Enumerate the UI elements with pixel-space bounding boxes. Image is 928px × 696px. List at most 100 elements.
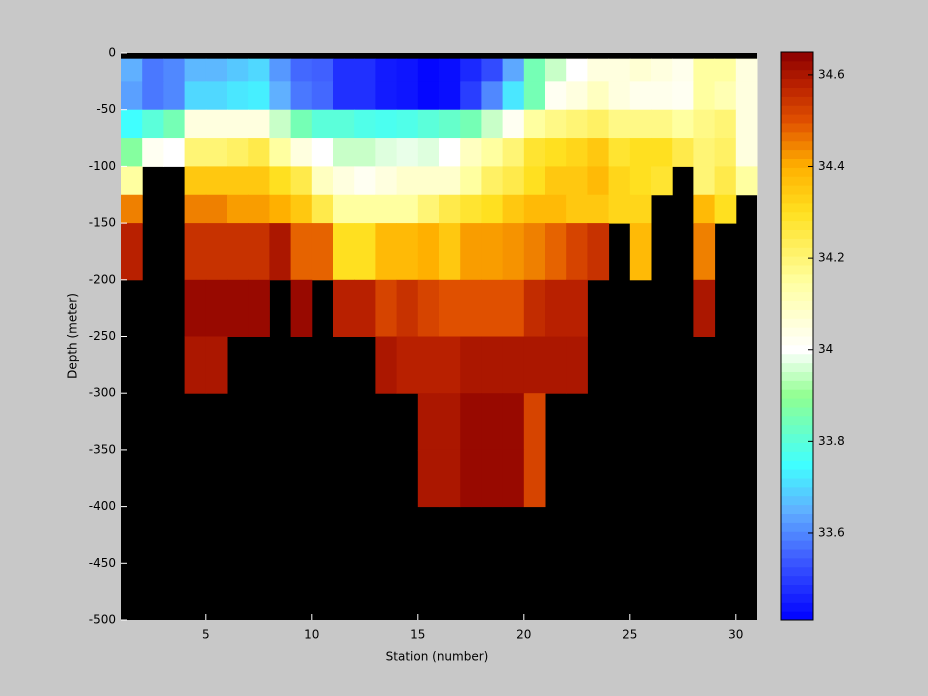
heatmap-cell <box>205 138 228 167</box>
heatmap-cell <box>481 81 504 111</box>
heatmap-cell <box>248 194 270 224</box>
heatmap-cell <box>227 58 249 82</box>
heatmap-cell <box>481 109 504 139</box>
heatmap-cell <box>375 279 398 337</box>
heatmap-cell <box>502 393 525 451</box>
heatmap-cell <box>735 138 758 167</box>
heatmap-cell <box>545 109 567 139</box>
heatmap-cell <box>205 166 228 196</box>
heatmap-cell <box>269 166 292 196</box>
heatmap-cell <box>672 109 694 139</box>
heatmap-cell <box>354 166 376 196</box>
heatmap-cell <box>651 138 673 167</box>
heatmap-cell <box>227 109 249 139</box>
heatmap-cell <box>735 166 758 196</box>
heatmap-cell <box>354 223 376 281</box>
heatmap-cell <box>523 336 546 394</box>
colorbar-swatch <box>781 371 813 381</box>
heatmap-cell <box>227 138 249 167</box>
heatmap-cell <box>290 138 313 167</box>
colorbar-swatch <box>781 273 813 284</box>
heatmap-cell <box>629 81 652 111</box>
heatmap-cell <box>439 81 461 111</box>
heatmap-cell <box>163 81 186 111</box>
heatmap-cell <box>523 58 546 82</box>
colorbar-swatch <box>781 87 813 97</box>
heatmap-cell <box>184 166 207 196</box>
heatmap-cell <box>205 279 228 337</box>
heatmap-cell <box>481 166 504 196</box>
colorbar-swatch <box>781 229 813 239</box>
heatmap-cell <box>735 109 758 139</box>
heatmap-cell <box>481 58 504 82</box>
colorbar-swatch <box>781 584 813 594</box>
heatmap-cell <box>566 109 588 139</box>
heatmap-cell <box>608 138 631 167</box>
heatmap-cell <box>714 138 737 167</box>
heatmap-cell <box>269 138 292 167</box>
heatmap-cell <box>333 58 355 82</box>
heatmap-cell <box>566 138 588 167</box>
heatmap-cell <box>311 138 334 167</box>
heatmap-cell <box>269 81 292 111</box>
heatmap-cell <box>481 449 504 508</box>
colorbar-swatch <box>781 353 813 364</box>
heatmap-cell <box>608 81 631 111</box>
colorbar-swatch <box>781 522 813 532</box>
heatmap-cell <box>608 109 631 139</box>
colorbar-swatch <box>781 69 813 80</box>
heatmap-cell <box>587 166 610 196</box>
heatmap-cell <box>290 81 313 111</box>
heatmap-cell <box>290 223 313 281</box>
heatmap-cell <box>333 279 355 337</box>
heatmap-cell <box>545 166 567 196</box>
heatmap-cell <box>566 81 588 111</box>
colorbar-swatch <box>781 78 813 88</box>
heatmap-cell <box>311 166 334 196</box>
heatmap-cell <box>121 81 143 111</box>
heatmap-cell <box>417 109 440 139</box>
colorbar-swatch <box>781 557 813 568</box>
colorbar-swatch <box>781 309 813 319</box>
heatmap-cell <box>248 109 270 139</box>
heatmap-cell <box>184 194 207 224</box>
heatmap-cell <box>481 279 504 337</box>
y-tick-label: -500 <box>89 613 116 627</box>
heatmap-cell <box>566 58 588 82</box>
heatmap-cell <box>417 223 440 281</box>
heatmap-cell <box>354 109 376 139</box>
heatmap-cell <box>142 138 164 167</box>
heatmap-cell <box>121 223 143 281</box>
heatmap-cell <box>311 109 334 139</box>
heatmap-cell <box>290 166 313 196</box>
heatmap-cell <box>714 166 737 196</box>
heatmap-cell <box>693 223 716 281</box>
heatmap-cell <box>354 58 376 82</box>
heatmap-cell <box>523 109 546 139</box>
colorbar-swatch <box>781 611 813 621</box>
heatmap-cell <box>269 58 292 82</box>
heatmap-cell <box>417 279 440 337</box>
heatmap-cell <box>693 166 716 196</box>
heatmap-cell <box>184 279 207 337</box>
colorbar-swatch <box>781 407 813 417</box>
colorbar-swatch <box>781 149 813 159</box>
heatmap-cell <box>205 58 228 82</box>
heatmap-cell <box>121 138 143 167</box>
heatmap-cell <box>566 194 588 224</box>
x-tick-label: 5 <box>202 628 210 642</box>
heatmap-cell <box>523 194 546 224</box>
heatmap-cell <box>142 109 164 139</box>
heatmap-cell <box>269 109 292 139</box>
heatmap-cell <box>184 109 207 139</box>
heatmap-cell <box>693 81 716 111</box>
heatmap-cell <box>523 138 546 167</box>
heatmap-cell <box>333 166 355 196</box>
colorbar-swatch <box>781 60 813 71</box>
heatmap-cell <box>502 138 525 167</box>
heatmap-cell <box>290 109 313 139</box>
colorbar-swatch <box>781 540 813 550</box>
colorbar-swatch <box>781 398 813 408</box>
heatmap-cell <box>248 138 270 167</box>
heatmap-cell <box>396 58 419 82</box>
